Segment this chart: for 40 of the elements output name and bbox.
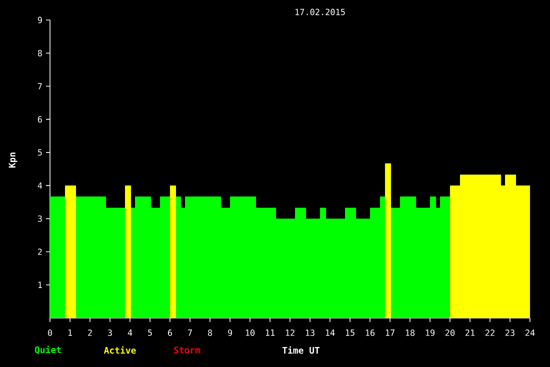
x-tick-label: 11: [266, 330, 275, 336]
y-tick-label: 5: [38, 149, 42, 156]
text: Active: [104, 346, 136, 354]
x-tick-label: 13: [306, 330, 314, 336]
x-tick-label: 5: [148, 330, 152, 336]
x-tick-label: 1: [68, 330, 72, 336]
x-tick-label: 6: [168, 330, 172, 336]
x-tick-label: 18: [406, 330, 415, 336]
x-tick-label: 23: [506, 330, 514, 336]
x-tick-label: 22: [486, 330, 494, 336]
x-tick-label: 9: [228, 330, 232, 336]
x-tick-label: 4: [128, 330, 132, 336]
x-tick-label: 3: [108, 330, 112, 336]
y-tick-label: 3: [38, 215, 42, 222]
y-tick-label: 6: [38, 116, 42, 123]
x-tick-label: 12: [286, 330, 294, 336]
y-tick-label: 7: [38, 83, 42, 90]
x-tick-label: 8: [208, 330, 212, 336]
y-tick-label: 8: [38, 50, 42, 56]
x-tick-label: 24: [526, 330, 535, 336]
x-tick-label: 7: [188, 330, 192, 336]
x-tick-label: 19: [426, 330, 435, 336]
x-tick-label: 17: [386, 330, 394, 336]
y-tick-label: 9: [38, 16, 42, 24]
y-tick-label: 4: [38, 182, 42, 189]
x-tick-label: 21: [466, 330, 475, 336]
x-tick-label: 10: [246, 330, 255, 336]
x-axis-title: Time UT: [282, 346, 320, 354]
text: Quiet: [34, 346, 61, 354]
y-tick-label: 2: [38, 248, 42, 255]
y-tick-label: 1: [38, 282, 42, 288]
x-tick-label: 0: [48, 330, 52, 336]
x-tick-label: 2: [88, 330, 92, 336]
text: Storm: [174, 346, 200, 354]
x-tick-label: 20: [446, 330, 455, 336]
x-tick-label: 14: [326, 330, 335, 336]
x-tick-label: 16: [366, 330, 375, 336]
chart-title: 17.02.2015: [296, 8, 345, 16]
y-axis-title: Kpn: [8, 152, 18, 168]
x-tick-label: 15: [346, 330, 354, 336]
